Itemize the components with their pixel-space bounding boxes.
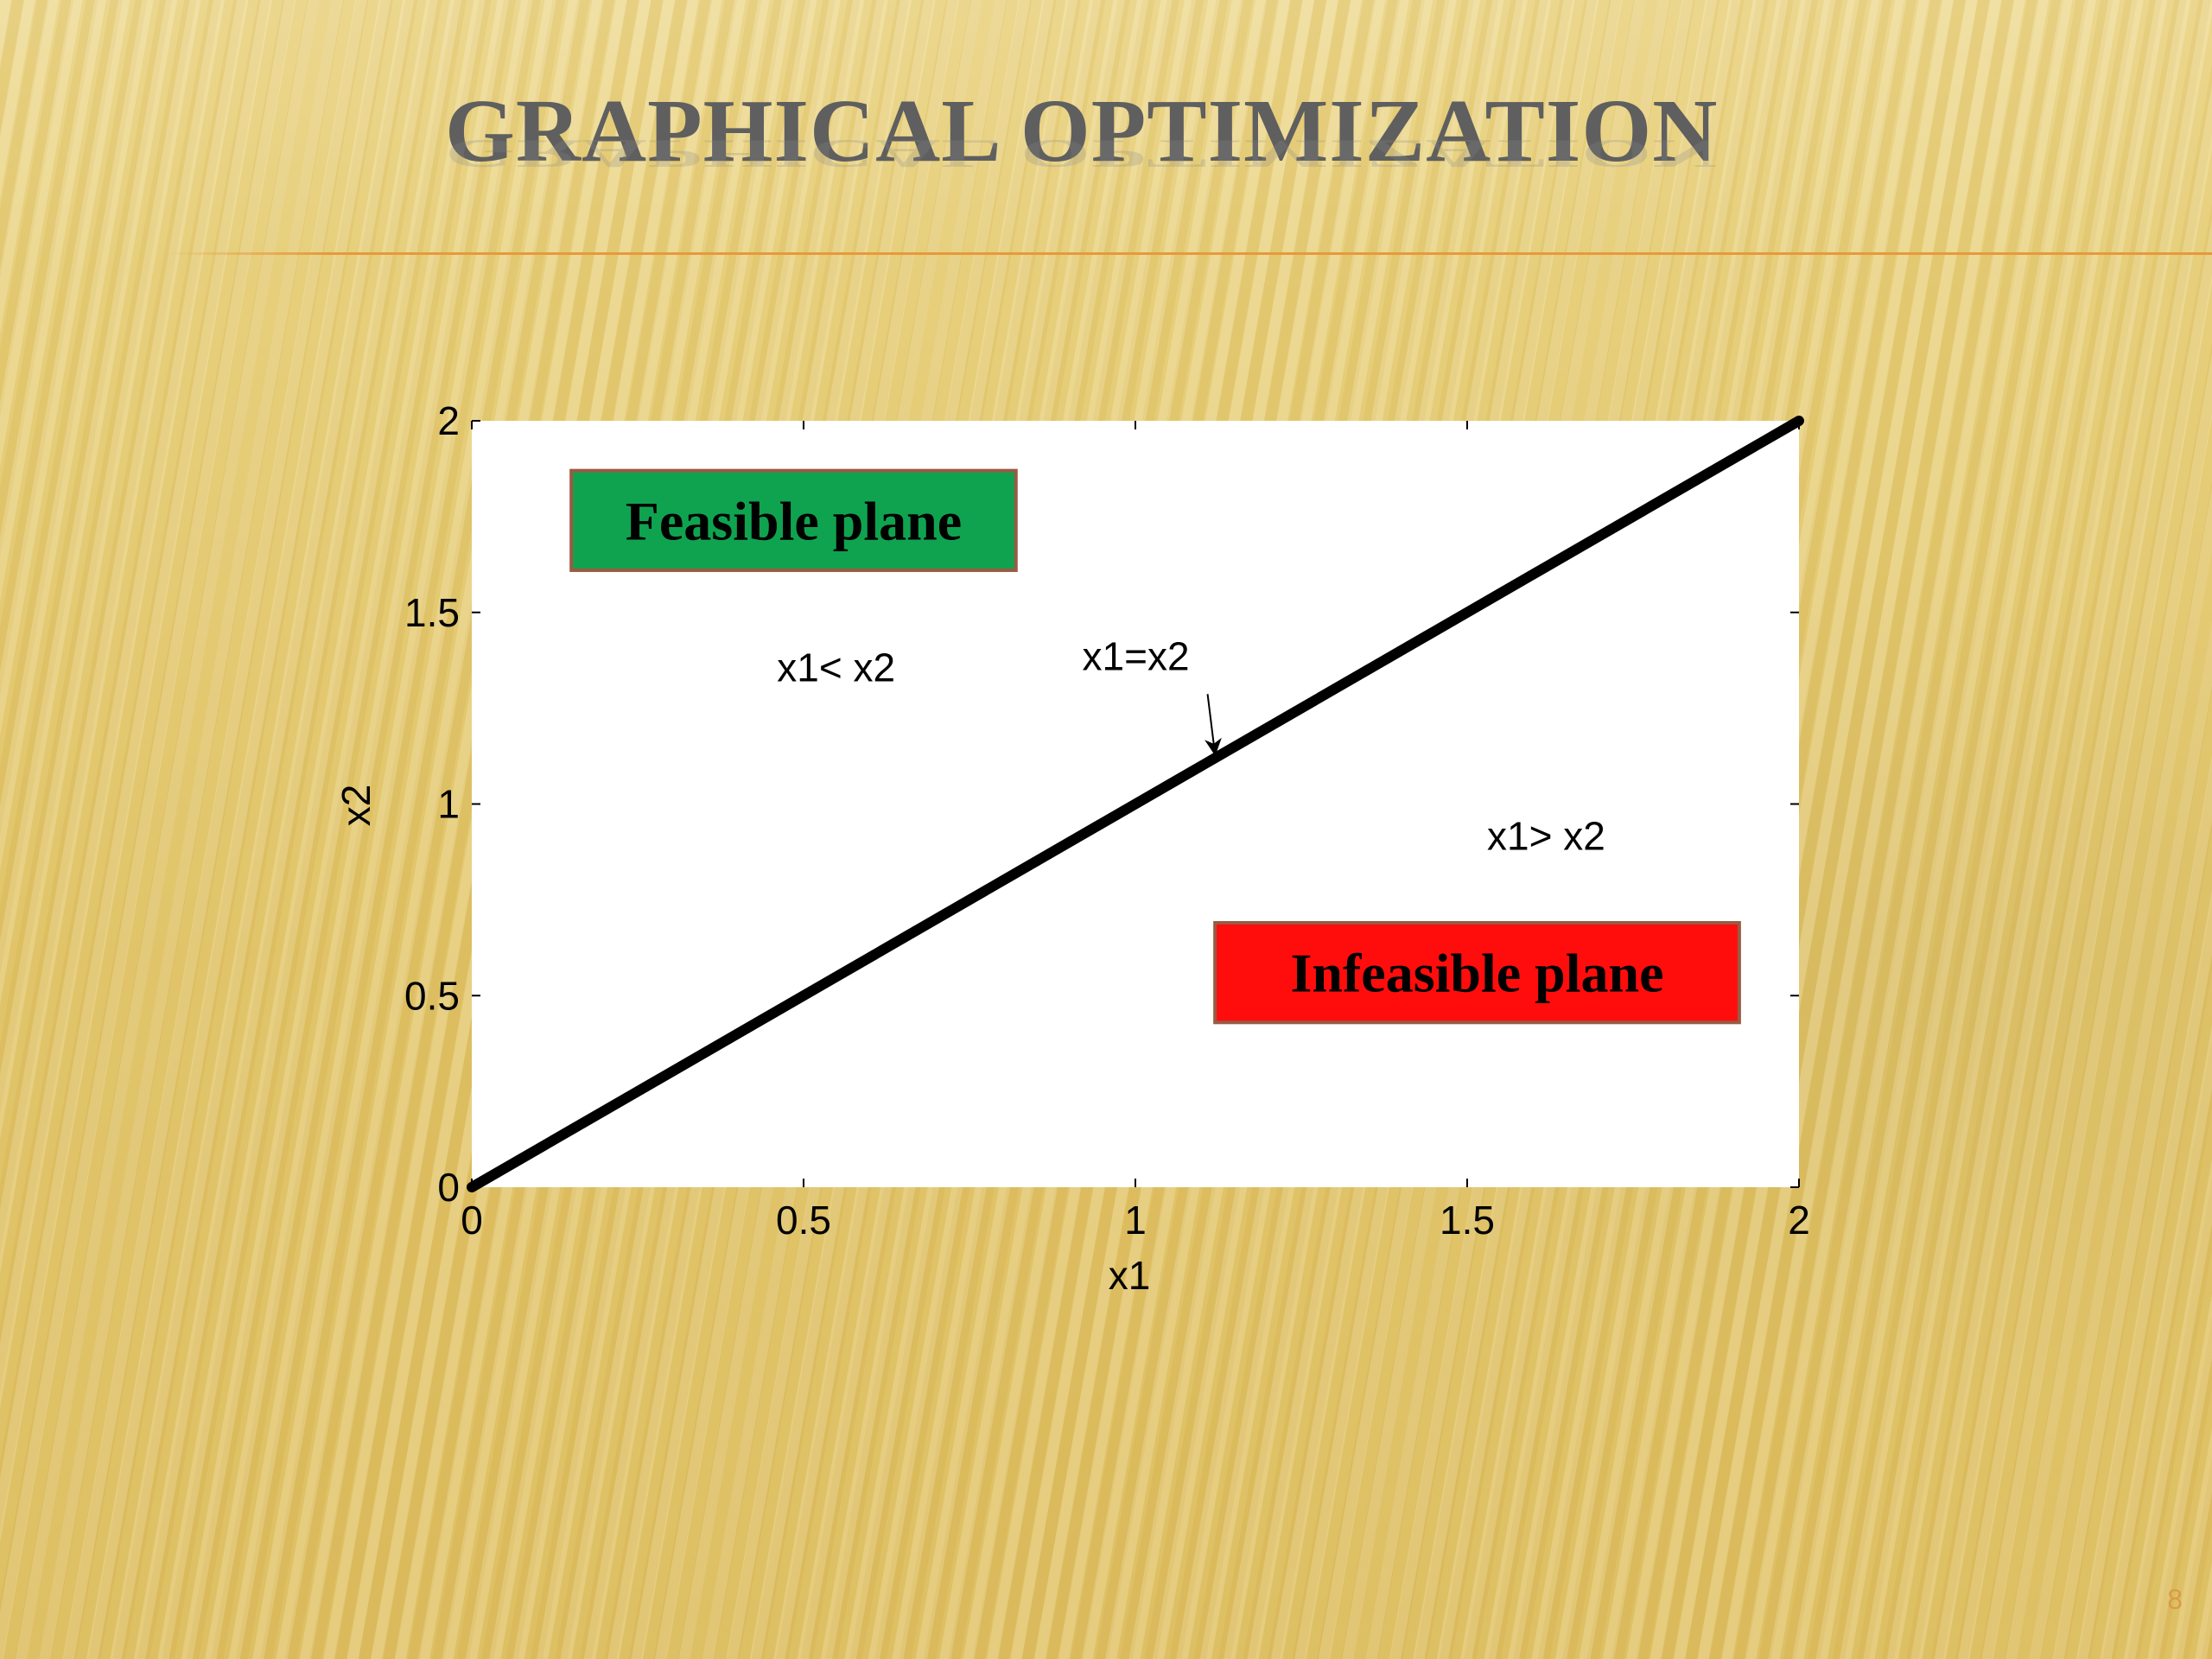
annotation-label: x1=x2 — [1083, 633, 1190, 678]
annotations: x1< x2 x1=x2 x1> x2 — [777, 633, 1605, 858]
x-tick-label: 0.5 — [776, 1198, 831, 1243]
annotation-arrow — [1205, 694, 1222, 756]
y-axis-ticks: 0 0.5 1 1.5 2 — [404, 398, 1799, 1210]
x-tick-label: 1.5 — [1440, 1198, 1495, 1243]
y-axis-label: x2 — [334, 785, 378, 827]
x-tick-label: 2 — [1788, 1198, 1810, 1243]
x-axis-ticks: 0 0.5 1 1.5 2 — [461, 421, 1810, 1243]
region-boxes: Feasible plane Infeasible plane — [569, 468, 1741, 1025]
page-number: 8 — [2167, 1584, 2183, 1615]
annotation-label: x1< x2 — [777, 645, 895, 690]
x-tick-label: 0 — [461, 1198, 483, 1243]
y-tick-label: 0.5 — [404, 973, 460, 1018]
annotation-label: x1> x2 — [1487, 814, 1605, 859]
x-axis-label: x1 — [1109, 1253, 1151, 1298]
infeasible-plane-box — [1213, 920, 1741, 1025]
feasible-plane-box — [569, 468, 1018, 572]
y-tick-label: 0 — [437, 1165, 460, 1210]
title-underline — [164, 252, 2212, 255]
y-tick-label: 1.5 — [404, 590, 460, 635]
x-tick-label: 1 — [1124, 1198, 1147, 1243]
series-group — [467, 416, 1804, 1192]
slide-title: GRAPHICAL OPTIMIZATION — [445, 81, 1719, 181]
y-tick-label: 2 — [437, 398, 460, 443]
feasible-plane-label: Feasible plane — [626, 490, 962, 551]
infeasible-plane-label: Infeasible plane — [1290, 943, 1663, 1004]
y-tick-label: 1 — [437, 782, 460, 827]
series-line-x1-equals-x2 — [467, 416, 1804, 1192]
